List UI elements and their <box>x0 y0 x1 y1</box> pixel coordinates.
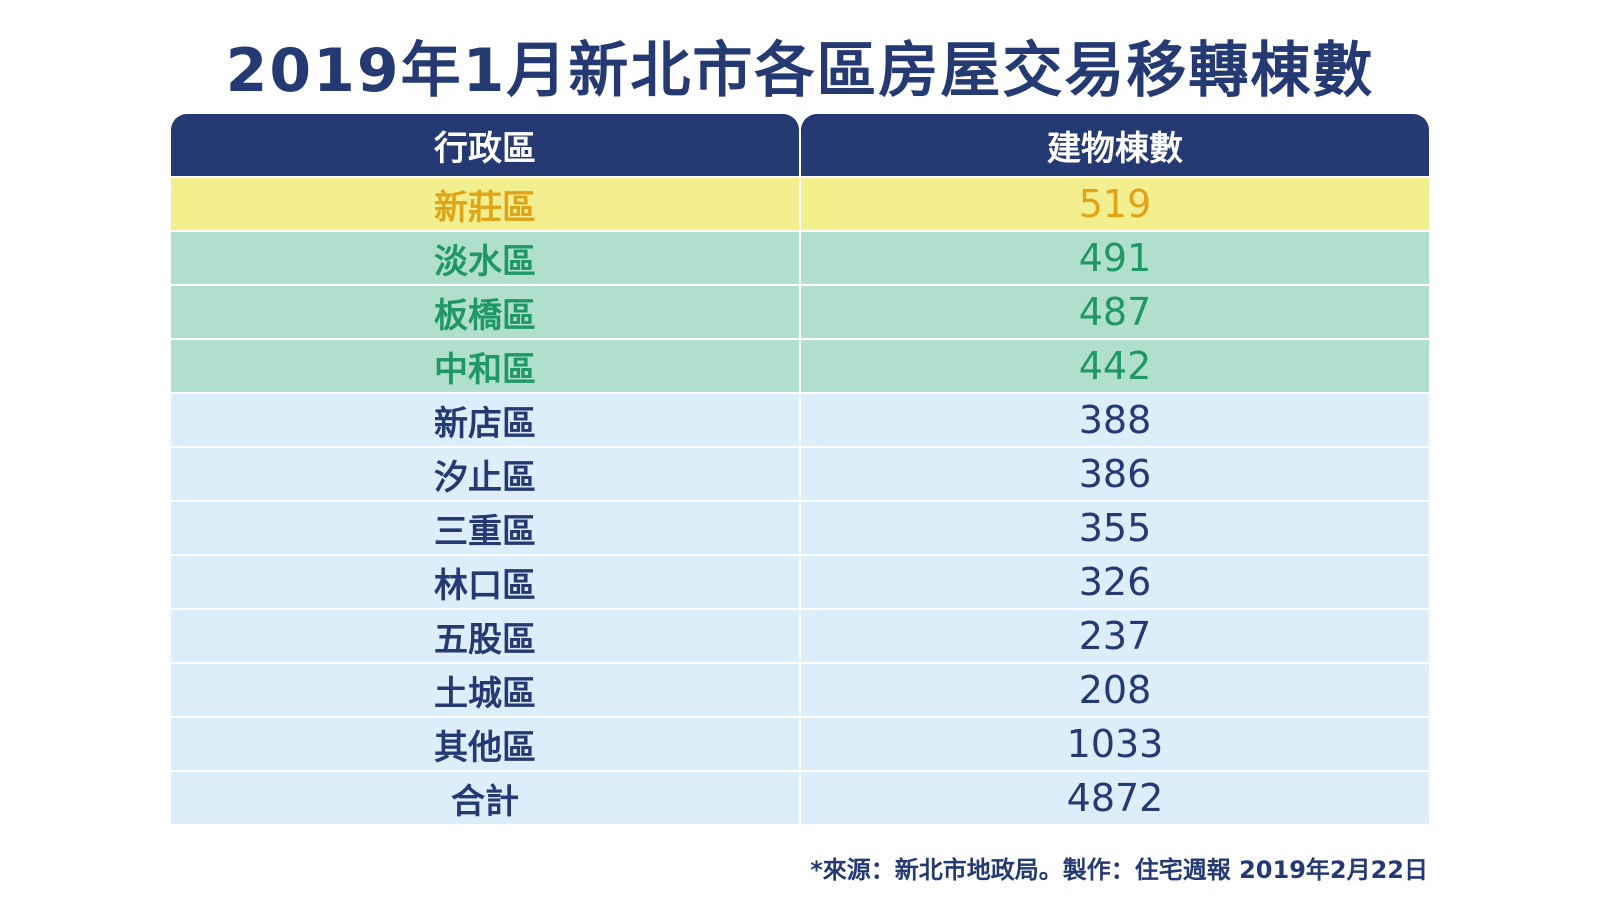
count-cell: 1033 <box>801 718 1429 770</box>
district-cell: 三重區 <box>171 502 799 554</box>
table-row: 板橋區 487 <box>171 286 1429 338</box>
count-cell: 519 <box>801 178 1429 230</box>
district-cell: 土城區 <box>171 664 799 716</box>
district-cell: 林口區 <box>171 556 799 608</box>
district-cell: 淡水區 <box>171 232 799 284</box>
table-row: 淡水區 491 <box>171 232 1429 284</box>
table-row: 新莊區 519 <box>171 178 1429 230</box>
count-cell: 4872 <box>801 772 1429 824</box>
district-cell: 合計 <box>171 772 799 824</box>
table-row: 其他區 1033 <box>171 718 1429 770</box>
count-cell: 386 <box>801 448 1429 500</box>
table-row: 合計 4872 <box>171 772 1429 824</box>
count-cell: 487 <box>801 286 1429 338</box>
count-cell: 355 <box>801 502 1429 554</box>
source-note: *來源：新北市地政局。製作：住宅週報 2019年2月22日 <box>810 856 1428 884</box>
count-cell: 326 <box>801 556 1429 608</box>
table-body: 新莊區 519 淡水區 491 板橋區 487 中和區 442 新店區 388 汐止區 386 三重區 3… <box>171 176 1429 824</box>
district-cell: 新店區 <box>171 394 799 446</box>
table-row: 新店區 388 <box>171 394 1429 446</box>
table-row: 五股區 237 <box>171 610 1429 662</box>
chart-title: 2019年1月新北市各區房屋交易移轉棟數 <box>225 36 1375 106</box>
district-cell: 其他區 <box>171 718 799 770</box>
count-cell: 237 <box>801 610 1429 662</box>
count-cell: 208 <box>801 664 1429 716</box>
table-row: 土城區 208 <box>171 664 1429 716</box>
table-row: 三重區 355 <box>171 502 1429 554</box>
transfer-table: 行政區 建物棟數 新莊區 519 淡水區 491 板橋區 487 中和區 442 新店區 388 汐… <box>171 114 1429 824</box>
district-cell: 汐止區 <box>171 448 799 500</box>
table-row: 林口區 326 <box>171 556 1429 608</box>
table-row: 中和區 442 <box>171 340 1429 392</box>
district-cell: 中和區 <box>171 340 799 392</box>
column-header-count: 建物棟數 <box>801 114 1429 176</box>
district-cell: 五股區 <box>171 610 799 662</box>
column-header-district: 行政區 <box>171 114 799 176</box>
district-cell: 板橋區 <box>171 286 799 338</box>
district-cell: 新莊區 <box>171 178 799 230</box>
table-header: 行政區 建物棟數 <box>171 114 1429 176</box>
count-cell: 388 <box>801 394 1429 446</box>
count-cell: 491 <box>801 232 1429 284</box>
count-cell: 442 <box>801 340 1429 392</box>
table-row: 汐止區 386 <box>171 448 1429 500</box>
